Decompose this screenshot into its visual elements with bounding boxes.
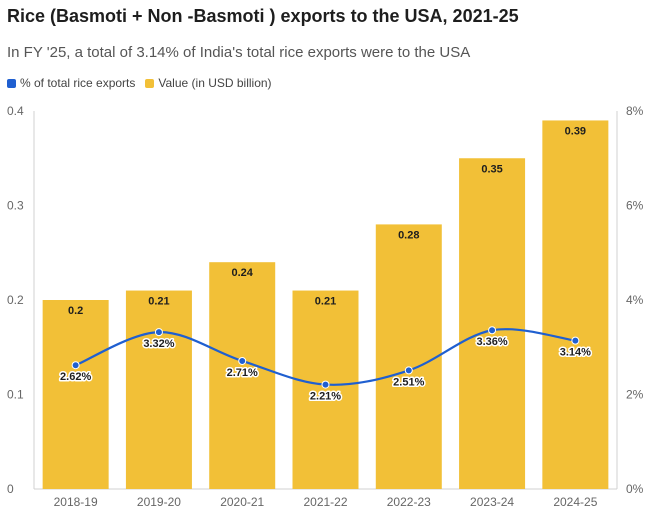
percent-point <box>404 366 413 375</box>
chart-subtitle: In FY '25, a total of 3.14% of India's t… <box>7 44 471 61</box>
y-left-tick-label: 0.2 <box>7 293 24 307</box>
x-tick-label: 2020-21 <box>220 495 264 509</box>
bar-value-label: 0.2 <box>68 305 83 317</box>
chart-title: Rice (Basmoti + Non -Basmoti ) exports t… <box>7 6 519 26</box>
legend-swatch-percent <box>7 78 16 88</box>
legend-label-percent: % of total rice exports <box>20 76 136 90</box>
x-tick-label: 2022-23 <box>387 495 431 509</box>
percent-point <box>321 380 330 389</box>
x-tick-label: 2021-22 <box>303 495 347 509</box>
bar-value-label: 0.24 <box>232 267 254 279</box>
bar <box>292 290 359 489</box>
y-left-tick-label: 0.1 <box>7 388 24 402</box>
legend-swatch-value <box>145 78 155 88</box>
x-tick-label: 2019-20 <box>137 495 181 509</box>
y-right-tick-label: 8% <box>626 104 644 118</box>
bar <box>42 300 109 489</box>
percent-point <box>71 361 80 370</box>
y-left-tick-label: 0 <box>7 482 14 496</box>
percent-point-label: 2.21% <box>310 391 341 403</box>
y-right-tick-label: 6% <box>626 199 644 213</box>
y-left-tick-label: 0.3 <box>7 199 24 213</box>
percent-point <box>571 336 580 345</box>
x-tick-label: 2023-24 <box>470 495 514 509</box>
percent-point <box>154 328 163 337</box>
percent-point-label: 2.62% <box>60 371 91 383</box>
bar <box>459 158 526 489</box>
bar-value-label: 0.28 <box>398 229 419 241</box>
percent-point-label: 2.71% <box>227 367 258 379</box>
bar <box>125 290 192 489</box>
bar <box>209 262 276 489</box>
y-right-tick-label: 2% <box>626 388 644 402</box>
legend-label-value: Value (in USD billion) <box>158 76 272 90</box>
x-tick-label: 2018-19 <box>54 495 98 509</box>
y-right-tick-label: 4% <box>626 293 644 307</box>
percent-point-label: 3.14% <box>560 347 591 359</box>
legend: % of total rice exports Value (in USD bi… <box>7 76 282 90</box>
x-tick-label: 2024-25 <box>553 495 597 509</box>
percent-point-label: 3.36% <box>476 336 507 348</box>
y-left-tick-label: 0.4 <box>7 104 24 118</box>
bar <box>375 224 442 489</box>
bar-value-label: 0.21 <box>148 296 169 308</box>
legend-item-value: Value (in USD billion) <box>145 76 272 90</box>
y-right-tick-label: 0% <box>626 482 644 496</box>
percent-point <box>238 356 247 365</box>
percent-point-label: 2.51% <box>393 376 424 388</box>
legend-item-percent: % of total rice exports <box>7 76 135 90</box>
bar-value-label: 0.21 <box>315 296 336 308</box>
percent-point <box>488 326 497 335</box>
percent-point-label: 3.32% <box>143 338 174 350</box>
bar <box>542 120 609 489</box>
bar-value-label: 0.35 <box>481 163 502 175</box>
bar-value-label: 0.39 <box>565 125 586 137</box>
